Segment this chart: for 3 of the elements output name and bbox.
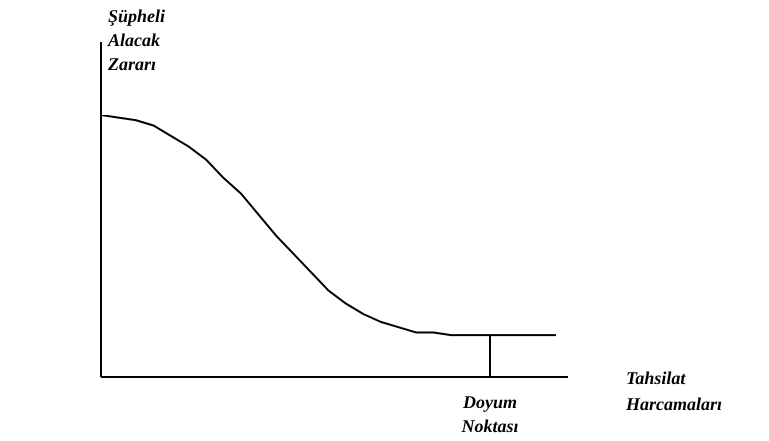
text: Doyum Noktası xyxy=(460,392,519,436)
x-axis-title: Tahsilat Harcamaları xyxy=(625,368,722,414)
y-axis-title: Şüpheli Alacak Zararı xyxy=(107,6,166,74)
